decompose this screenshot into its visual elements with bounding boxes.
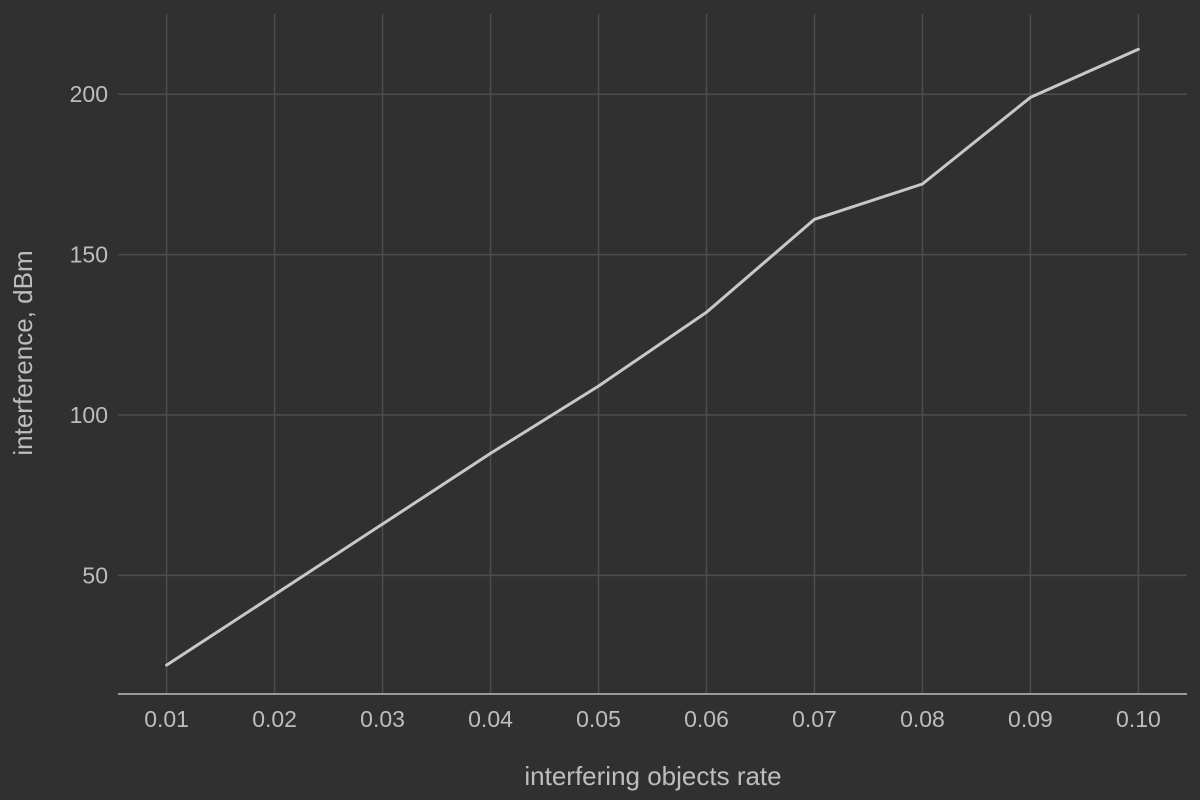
series [165,47,1140,667]
x-tick-label: 0.03 [360,706,405,732]
x-tick-label: 0.04 [468,706,513,732]
y-tick-label: 150 [70,242,108,268]
y-tick-label: 50 [82,562,108,588]
grid [118,14,1187,694]
x-tick-label: 0.05 [576,706,621,732]
tick-labels: 0.01 0.02 0.03 0.04 0.05 0.06 0.07 0.08 0.09 0.10… [70,81,1161,732]
x-tick-label: 0.08 [900,706,945,732]
x-tick-label: 0.07 [792,706,837,732]
x-tick-label: 0.02 [252,706,297,732]
y-axis-label: interference, dBm [8,250,38,455]
series-line [165,47,1140,667]
y-tick-label: 200 [70,81,108,107]
x-tick-label: 0.01 [144,706,189,732]
y-tick-label: 100 [70,402,108,428]
x-tick-label: 0.06 [684,706,729,732]
x-axis-label: interfering objects rate [524,761,781,791]
x-tick-label: 0.10 [1116,706,1161,732]
x-tick-label: 0.09 [1008,706,1053,732]
